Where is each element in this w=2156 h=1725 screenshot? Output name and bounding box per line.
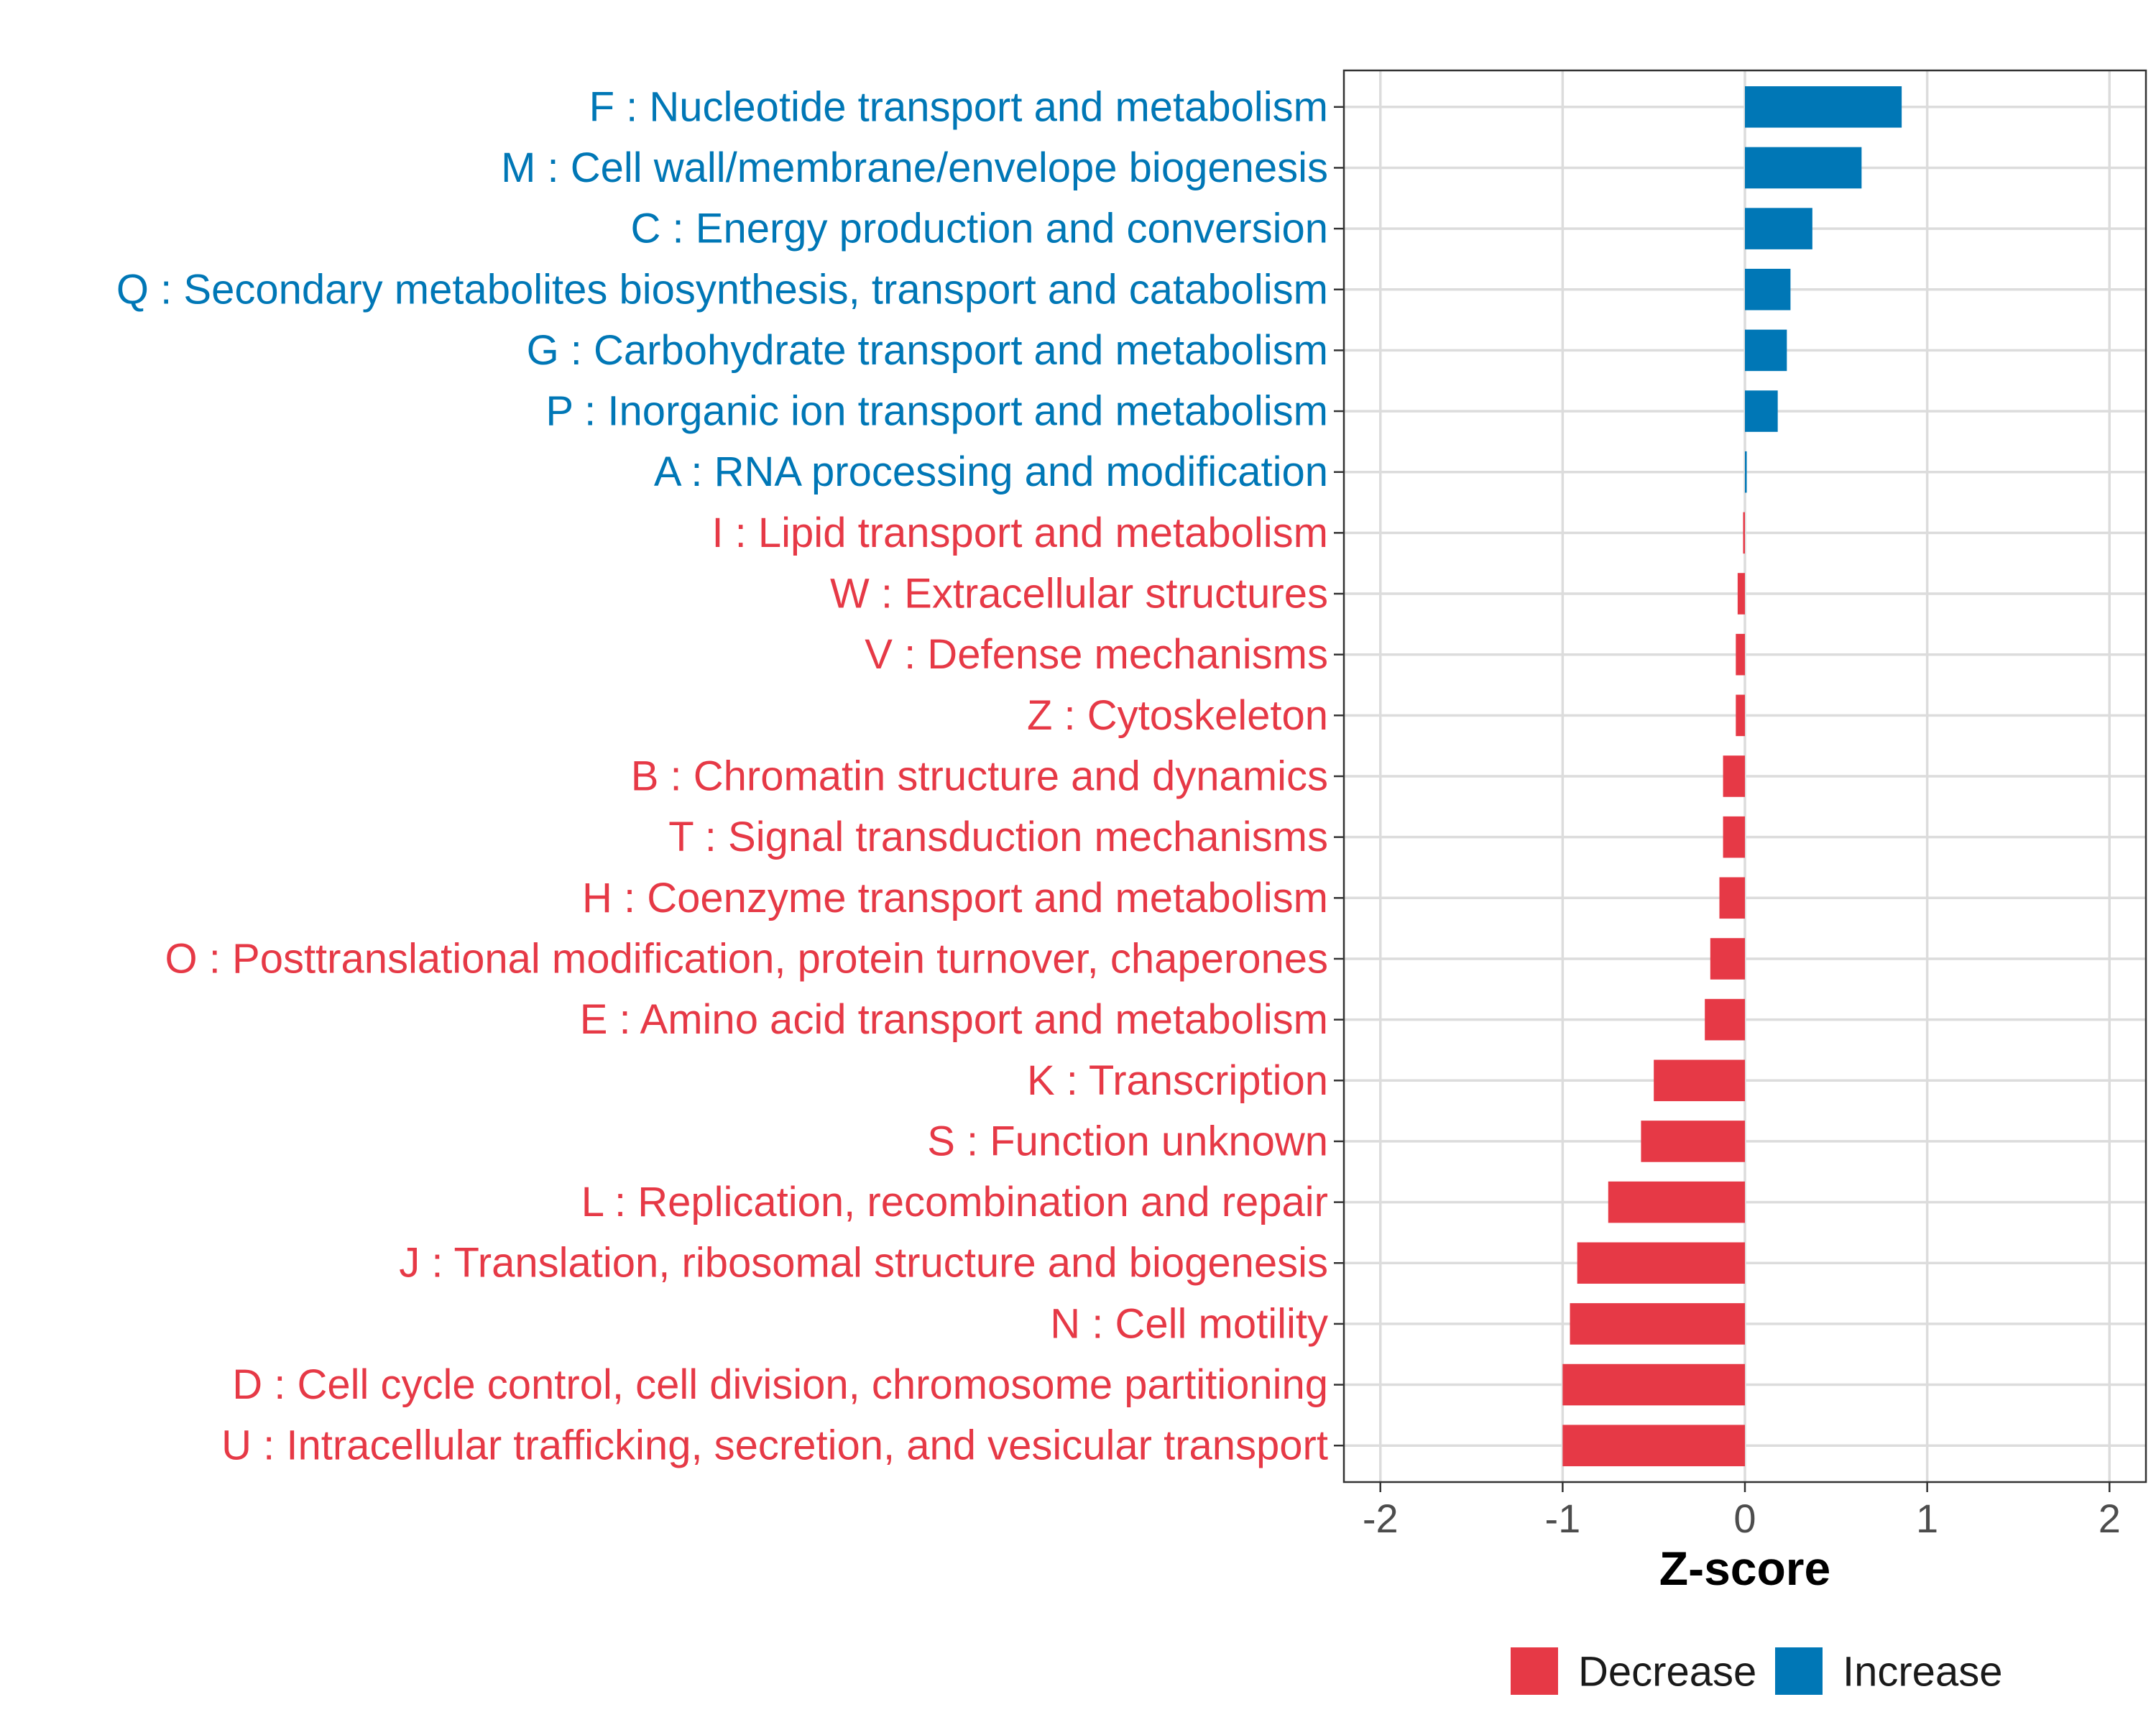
category-label: C : Energy production and conversion [631,206,1328,252]
bar [1745,451,1747,493]
category-label: T : Signal transduction mechanisms [668,814,1328,860]
x-tick-label: -2 [1363,1496,1399,1541]
bar [1736,633,1745,676]
bar [1745,147,1862,189]
category-label: Z : Cytoskeleton [1027,692,1328,739]
category-label: M : Cell wall/membrane/envelope biogenes… [501,144,1328,191]
legend-label-increase: Increase [1843,1649,2002,1696]
category-label: Q : Secondary metabolites biosynthesis, … [116,266,1328,313]
legend-key-decrease [1511,1647,1558,1695]
category-label: A : RNA processing and modification [654,448,1328,495]
bar [1562,1425,1745,1466]
bar [1745,208,1812,249]
category-label: N : Cell motility [1050,1300,1328,1347]
category-label: I : Lipid transport and metabolism [711,510,1328,556]
bar [1654,1059,1745,1102]
legend: Decrease Increase [1511,1647,2002,1696]
bar [1745,268,1791,310]
x-axis-ticks: -2 -1 0 1 2 [1363,1482,2121,1541]
category-label: D : Cell cycle control, cell division, c… [232,1361,1328,1408]
legend-key-increase [1775,1647,1823,1695]
bar [1745,329,1787,372]
category-label: H : Coenzyme transport and metabolism [582,875,1328,921]
category-label: V : Defense mechanisms [865,631,1328,678]
y-axis-ticks [1334,106,1344,1447]
x-tick-label: 0 [1733,1496,1756,1541]
bar [1577,1242,1745,1284]
x-axis-title: Z-score [1659,1542,1830,1595]
category-label: K : Transcription [1027,1057,1328,1104]
category-label: U : Intracellular trafficking, secretion… [221,1422,1328,1469]
bar [1736,694,1745,737]
bar [1743,512,1745,554]
bar [1737,573,1745,615]
category-label: S : Function unknown [927,1118,1328,1164]
legend-label-decrease: Decrease [1578,1649,1756,1696]
category-label: J : Translation, ribosomal structure and… [399,1240,1328,1287]
bar [1562,1363,1745,1406]
category-label: E : Amino acid transport and metabolism [580,996,1328,1043]
category-label: L : Replication, recombination and repai… [581,1179,1328,1225]
category-label: F : Nucleotide transport and metabolism [589,83,1328,130]
bar [1745,86,1902,128]
bar [1570,1303,1745,1345]
bars [1562,86,1902,1466]
bar [1608,1181,1745,1223]
category-label: G : Carbohydrate transport and metabolis… [527,327,1328,374]
bar [1723,816,1745,858]
x-tick-label: 1 [1916,1496,1938,1541]
category-label: B : Chromatin structure and dynamics [631,753,1328,800]
category-label: W : Extracellular structures [830,571,1328,617]
category-label: O : Posttranslational modification, prot… [165,935,1328,982]
bar [1641,1121,1745,1162]
x-tick-label: 2 [2099,1496,2121,1541]
bar [1723,755,1745,797]
bar [1745,390,1778,432]
bar [1710,938,1745,980]
bar [1719,877,1745,919]
x-tick-label: -1 [1544,1496,1580,1541]
bar [1705,998,1745,1041]
category-label: P : Inorganic ion transport and metaboli… [545,388,1328,435]
y-axis-labels: F : Nucleotide transport and metabolism M… [116,83,1328,1468]
